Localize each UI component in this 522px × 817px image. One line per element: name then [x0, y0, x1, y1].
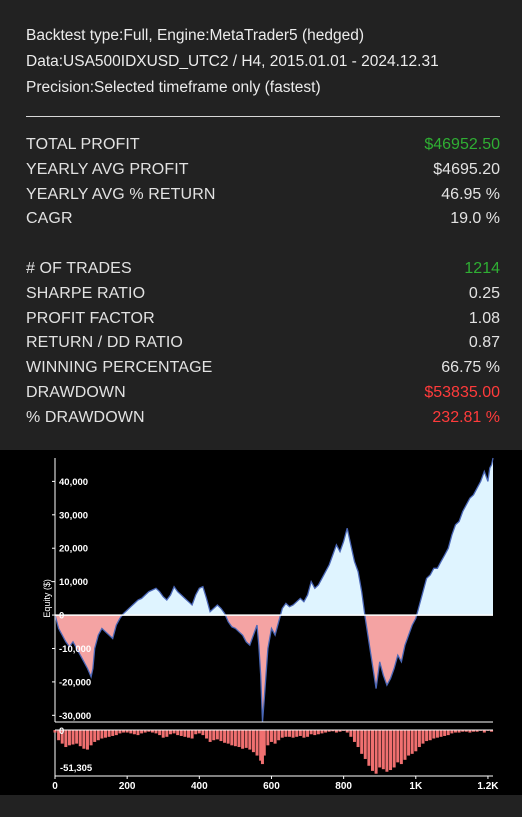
y-tick-label: 20,000 [59, 544, 88, 555]
x-tick-label: 1K [409, 781, 423, 792]
backtest-data-range: Data:USA500IDXUSD_UTC2 / H4, 2015.01.01 … [26, 53, 439, 70]
equity-line [54, 457, 494, 723]
stat-value: 232.81 % [432, 408, 500, 426]
stat-row-yearly-avg-profit: YEARLY AVG PROFIT $4695.20 [26, 158, 500, 183]
stat-value: 0.25 [468, 284, 500, 302]
y-tick-label: 30,000 [59, 510, 88, 521]
y-tick-label: -30,000 [59, 711, 91, 722]
stat-row-return-dd-ratio: RETURN / DD RATIO 0.87 [26, 331, 500, 356]
x-tick-label: 400 [191, 781, 208, 792]
trade-stats: # OF TRADES 1214 SHARPE RATIO 0.25 PROFIT FA… [26, 257, 500, 431]
x-tick-label: 200 [119, 781, 136, 792]
x-tick-label: 0 [52, 781, 58, 792]
stat-label: SHARPE RATIO [26, 284, 146, 302]
stat-row-profit-factor: PROFIT FACTOR 1.08 [26, 307, 500, 332]
stat-row-total-profit: TOTAL PROFIT $46952.50 [26, 133, 500, 158]
stat-value: $4695.20 [433, 160, 500, 178]
stat-label: DRAWDOWN [26, 383, 126, 401]
stat-value: 1.08 [468, 309, 500, 327]
backtest-type: Backtest type:Full, Engine:MetaTrader5 (… [26, 27, 365, 44]
stat-label: YEARLY AVG % RETURN [26, 185, 216, 203]
stat-row-yearly-avg-return: YEARLY AVG % RETURN 46.95 % [26, 183, 500, 208]
y-axis-label: Equity ($) [42, 579, 52, 618]
stat-label: PROFIT FACTOR [26, 309, 155, 327]
profit-stats: TOTAL PROFIT $46952.50 YEARLY AVG PROFIT $4… [26, 133, 500, 232]
y-tick-label: -10,000 [59, 644, 91, 655]
stat-label: CAGR [26, 210, 73, 228]
x-tick-label: 800 [335, 781, 352, 792]
stat-label: WINNING PERCENTAGE [26, 359, 213, 377]
stat-row-sharpe-ratio: SHARPE RATIO 0.25 [26, 282, 500, 307]
stat-value: 66.75 % [441, 359, 500, 377]
y-tick-label: -20,000 [59, 677, 91, 688]
y-tick-label: 10,000 [59, 577, 88, 588]
drawdown-tick-label: -51,305 [60, 763, 93, 774]
stat-label: YEARLY AVG PROFIT [26, 160, 189, 178]
stat-label: % DRAWDOWN [26, 408, 145, 426]
stat-value: 1214 [464, 260, 500, 277]
backtest-precision: Precision:Selected timeframe only (faste… [26, 79, 321, 96]
x-tick-label: 600 [263, 781, 280, 792]
stat-row-of-trades: # OF TRADES 1214 [26, 257, 500, 282]
stat-value: 0.87 [468, 334, 500, 352]
stat-value: $46952.50 [424, 136, 500, 153]
stat-value: 19.0 % [450, 210, 500, 228]
divider [26, 116, 500, 117]
y-tick-label: 40,000 [59, 477, 88, 488]
equity-chart-svg: -30,000 -20,000 -10,000 0 10,000 20,000 30,000… [42, 457, 499, 792]
stat-row-cagr: CAGR 19.0 % [26, 207, 500, 232]
stat-value: $53835.00 [424, 383, 500, 401]
equity-negative-area [55, 615, 493, 722]
stat-label: # OF TRADES [26, 260, 132, 277]
stat-value: 46.95 % [441, 185, 500, 203]
stat-row-drawdown: % DRAWDOWN 232.81 % [26, 406, 500, 431]
stat-row-winning-percentage: WINNING PERCENTAGE 66.75 % [26, 356, 500, 381]
stat-row-drawdown: DRAWDOWN $53835.00 [26, 381, 500, 406]
y-tick-label: 0 [59, 611, 64, 622]
drawdown-tick-label: 0 [59, 726, 64, 737]
backtest-info: Backtest type:Full, Engine:MetaTrader5 (… [26, 23, 506, 101]
stat-label: RETURN / DD RATIO [26, 334, 183, 352]
stat-label: TOTAL PROFIT [26, 136, 140, 153]
equity-chart: -30,000 -20,000 -10,000 0 10,000 20,000 30,000… [0, 450, 522, 795]
equity-positive-area [122, 458, 493, 616]
x-tick-label: 1.2K [477, 781, 499, 792]
